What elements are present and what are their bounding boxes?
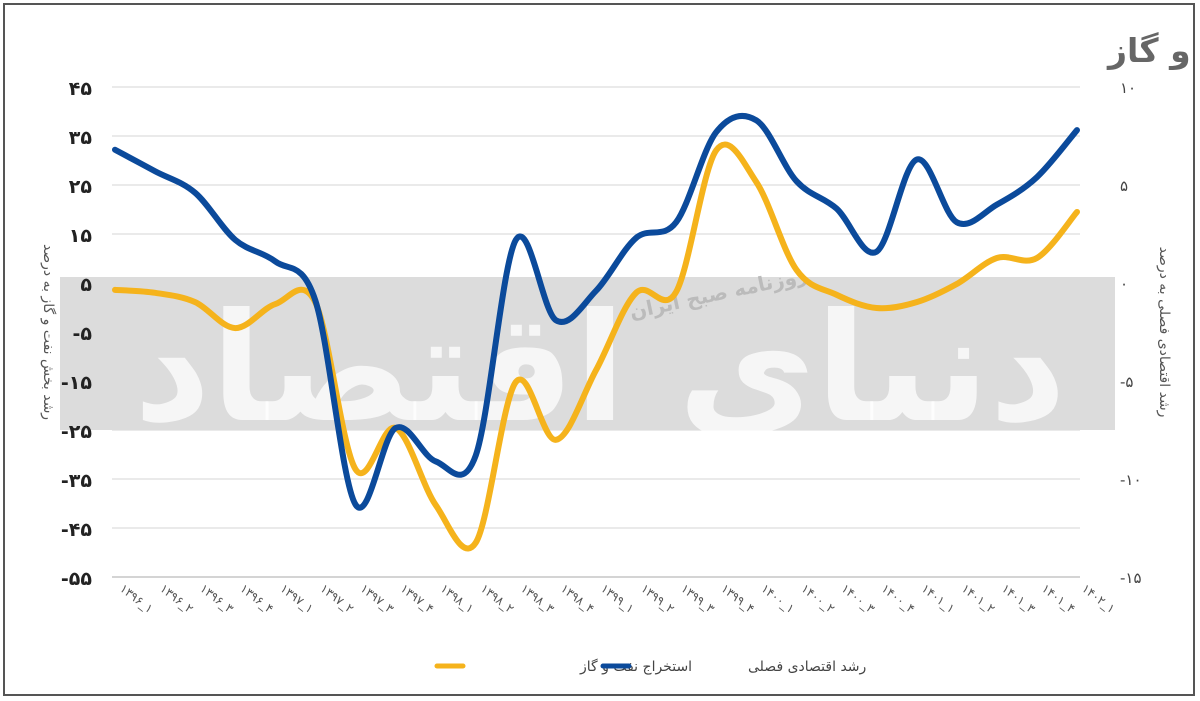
x-tick-label: ۱۳۹۸_۲	[478, 581, 517, 616]
y-left-tick-label: -۴۵	[61, 519, 92, 541]
x-tick-label: ۱۴۰۱_۳	[999, 581, 1038, 616]
y-left-tick-label: ۲۵	[69, 176, 93, 198]
y-right-tick-label: -۱۰	[1120, 471, 1142, 489]
x-tick-label: ۱۴۰۰_۳	[839, 581, 878, 616]
x-tick-label: ۱۳۹۷_۲	[318, 581, 357, 616]
x-tick-label: ۱۴۰۱_۴	[1039, 581, 1078, 616]
legend-label-gdp: رشد اقتصادی فصلی	[748, 659, 866, 675]
y-left-tick-label: ۱۵	[69, 225, 93, 247]
y-right-tick-label: ۱۰	[1120, 79, 1136, 97]
x-tick-label: ۱۳۹۷_۴	[398, 581, 437, 616]
x-tick-label: ۱۳۹۶_۲	[157, 581, 196, 616]
y-axis-right-label: رشد اقتصادی فصلی به درصد	[1156, 247, 1172, 418]
y-axis-left-label: رشد بخش نفت و گاز به درصد	[40, 244, 57, 420]
x-tick-label: ۱۳۹۶_۳	[197, 581, 236, 616]
x-tick-label: ۱۳۹۸_۱	[438, 581, 477, 616]
x-tick-label: ۱۳۹۷_۳	[358, 581, 397, 616]
chart-title: روند رشد فصلی اقتصاد و رشد استخراج نفت و…	[1106, 31, 1200, 71]
x-tick-label: ۱۳۹۸_۴	[558, 581, 597, 616]
chart-frame	[3, 3, 1195, 696]
legend-label-oil-gas: استخراج نفت و گاز	[579, 658, 692, 675]
x-tick-label: ۱۴۰۰_۲	[799, 581, 838, 616]
y-left-tick-label: -۵	[73, 323, 93, 345]
series-lines	[112, 112, 1080, 552]
x-tick-label: ۱۳۹۹_۴	[718, 581, 757, 616]
y-left-tick-label: ۴۵	[69, 78, 93, 100]
y-left-tick-label: ۵	[80, 274, 92, 296]
series-line-gdp	[112, 112, 1080, 511]
x-tick-label: ۱۴۰۰_۴	[879, 581, 918, 616]
y-left-tick-label: -۵۵	[61, 568, 92, 590]
x-tick-label: ۱۳۹۷_۱	[277, 581, 316, 616]
x-tick-label: ۱۴۰۲_۱	[1079, 581, 1118, 616]
y-right-tick-label: ۰	[1120, 275, 1128, 293]
legend: استخراج نفت و گاز رشد اقتصادی فصلی	[434, 658, 866, 675]
x-tick-label: ۱۴۰۰_۱	[758, 581, 797, 616]
y-left-tick-label: -۲۵	[61, 421, 92, 443]
x-tick-label: ۱۴۰۱_۲	[959, 581, 998, 616]
y-left-tick-label: -۳۵	[61, 470, 92, 492]
y-right-tick-label: -۱۵	[1120, 569, 1142, 587]
y-left-tick-label: -۱۵	[61, 372, 92, 394]
x-tick-label: ۱۳۹۹_۳	[678, 581, 717, 616]
x-tick-label: ۱۳۹۹_۱	[598, 581, 637, 616]
x-tick-label: ۱۳۹۶_۱	[117, 581, 156, 616]
x-tick-label: ۱۳۹۶_۴	[237, 581, 276, 616]
series-line-oil-gas	[112, 141, 1080, 552]
x-tick-label: ۱۴۰۱_۱	[919, 581, 958, 616]
y-right-tick-label: ۵	[1120, 177, 1128, 195]
y-right-tick-label: -۵	[1120, 373, 1133, 391]
x-tick-label: ۱۳۹۸_۳	[518, 581, 557, 616]
x-tick-label: ۱۳۹۹_۲	[638, 581, 677, 616]
y-left-tick-label: ۳۵	[69, 127, 93, 149]
